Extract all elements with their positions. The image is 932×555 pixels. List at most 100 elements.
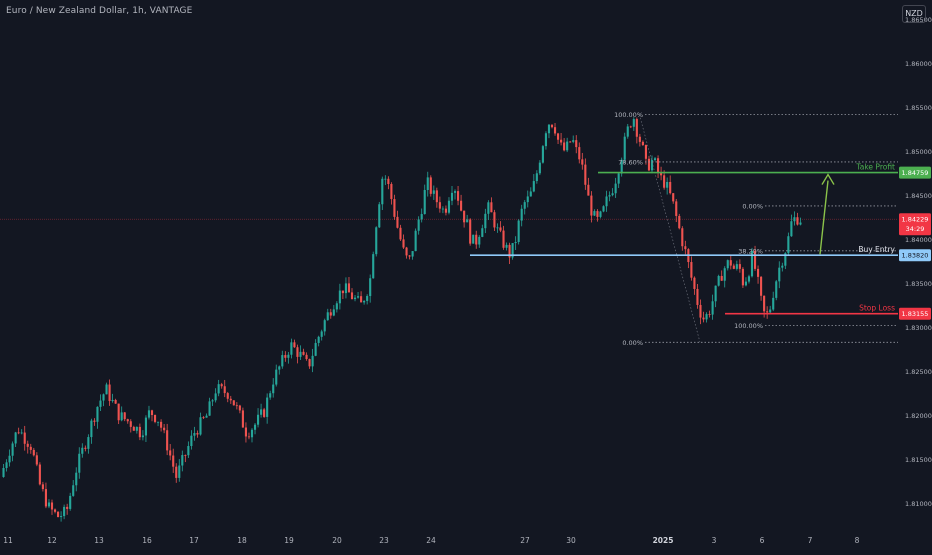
candle-body	[369, 278, 372, 297]
candle-body	[287, 354, 290, 358]
fib-left-trendline	[639, 114, 701, 343]
candle-body	[484, 213, 487, 229]
candle-body	[575, 140, 578, 148]
candle-body	[581, 159, 584, 165]
candle-body	[784, 253, 787, 266]
candle-body	[523, 202, 526, 209]
candle-body	[735, 264, 738, 269]
candle-body	[617, 173, 620, 184]
price-tag-take_profit	[899, 166, 931, 179]
candle-body	[514, 242, 517, 244]
candle-body	[90, 420, 93, 438]
candle-body	[57, 511, 60, 518]
candle-body	[535, 173, 538, 182]
candle-body	[520, 208, 523, 221]
candle-body	[584, 164, 587, 185]
fib-right-label: 38.20%	[738, 247, 763, 255]
candle-body	[450, 192, 454, 201]
candle-body	[53, 509, 57, 512]
candle-body	[193, 433, 196, 436]
x-tick-label: 2025	[653, 536, 674, 545]
candle-body	[344, 283, 347, 294]
candle-body	[75, 472, 78, 486]
candle-body	[517, 220, 520, 243]
fib-left-label: 78.60%	[618, 158, 643, 166]
candle-body	[111, 399, 114, 402]
candle-body	[681, 228, 684, 247]
candle-body	[660, 172, 663, 176]
candle-body	[678, 215, 681, 229]
candle-body	[447, 200, 451, 213]
candle-body	[732, 265, 735, 269]
candle-body	[696, 288, 699, 305]
candle-body	[557, 133, 560, 140]
candle-body	[572, 140, 575, 142]
candle-body	[699, 304, 702, 318]
candle-body	[469, 219, 472, 244]
candle-body	[593, 211, 596, 216]
candle-body	[644, 145, 647, 159]
candle-body	[460, 200, 463, 211]
x-tick-label: 13	[94, 536, 104, 545]
candle-body	[663, 175, 666, 188]
candle-body	[475, 234, 478, 245]
candle-body	[284, 355, 287, 358]
candle-body	[181, 455, 184, 466]
candle-body	[405, 247, 408, 256]
candle-body	[187, 446, 190, 456]
candle-body	[532, 181, 535, 192]
candle-body	[463, 210, 466, 223]
candle-body	[208, 401, 211, 416]
y-tick-label: 1.84000	[905, 236, 932, 244]
candle-body	[666, 181, 669, 188]
fib-left-label: 100.00%	[614, 111, 643, 119]
candle-body	[399, 227, 402, 240]
candle-body	[353, 297, 357, 300]
candle-body	[114, 399, 117, 404]
candle-body	[675, 201, 678, 216]
currency-button[interactable]: NZD	[902, 5, 926, 23]
candle-body	[117, 403, 120, 421]
candle-body	[99, 400, 102, 407]
candle-body	[247, 436, 251, 438]
candle-body	[144, 417, 147, 436]
candle-body	[169, 450, 172, 456]
candle-body	[608, 195, 611, 197]
candle-body	[596, 211, 599, 217]
candle-body	[669, 181, 672, 194]
price-tag-buy_entry	[899, 249, 931, 262]
candle-body	[441, 208, 444, 210]
candle-body	[623, 136, 626, 160]
candle-body	[175, 466, 178, 478]
candle-body	[84, 447, 87, 449]
candle-body	[196, 433, 199, 435]
y-tick-label: 1.81000	[905, 500, 932, 508]
candle-body	[396, 216, 399, 228]
candle-body	[214, 393, 217, 401]
candle-body	[641, 141, 644, 146]
candle-body	[390, 184, 393, 200]
candle-body	[275, 369, 278, 385]
x-tick-label: 23	[379, 536, 389, 545]
candle-body	[132, 426, 135, 431]
candle-body	[717, 275, 720, 286]
y-tick-label: 1.82500	[905, 368, 932, 376]
candle-body	[44, 489, 47, 507]
x-tick-label: 8	[855, 536, 860, 545]
current-price-tag	[899, 213, 931, 236]
candle-body	[26, 443, 29, 447]
candle-body	[569, 141, 572, 143]
candle-body	[505, 244, 508, 248]
candle-body	[647, 158, 651, 171]
price-tag-label-take_profit: 1.84759	[902, 169, 929, 177]
candle-body	[769, 309, 772, 313]
x-tick-label: 7	[808, 536, 813, 545]
candle-body	[29, 446, 32, 450]
candle-body	[323, 320, 326, 332]
candle-body	[20, 432, 23, 434]
candle-body	[657, 158, 660, 173]
candle-body	[763, 295, 766, 312]
candle-body	[93, 420, 96, 422]
